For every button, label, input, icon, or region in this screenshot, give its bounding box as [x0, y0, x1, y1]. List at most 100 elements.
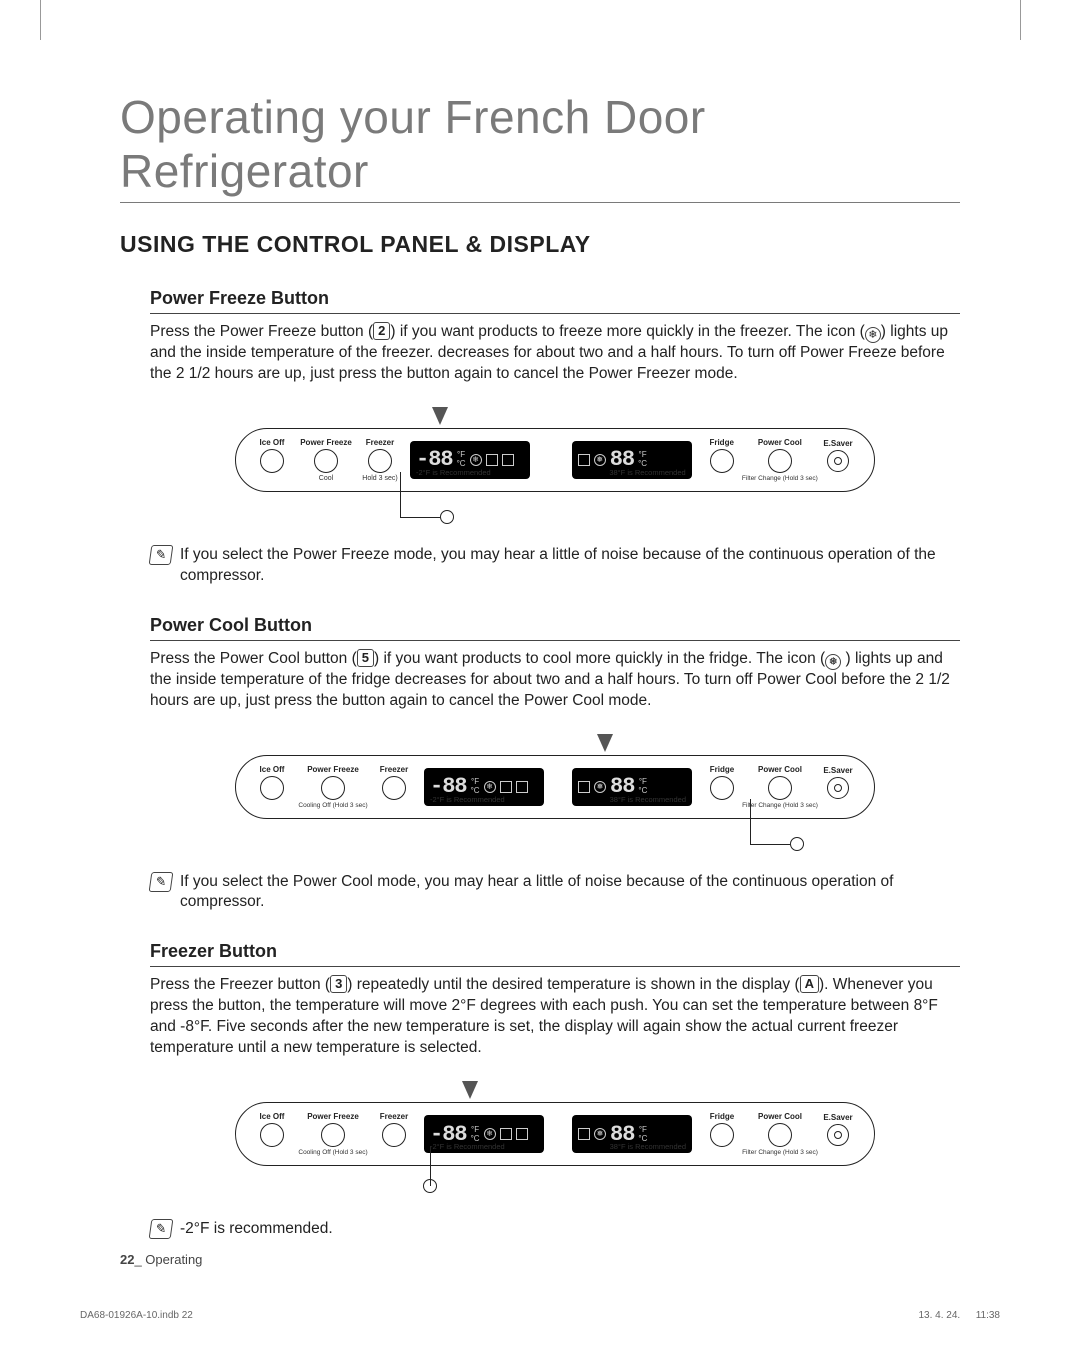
- snowflake-icon: ❄: [470, 454, 482, 466]
- fan-icon: ❅: [594, 781, 606, 793]
- unit-f: °F: [638, 778, 647, 786]
- note-text: -2°F is recommended.: [180, 1219, 333, 1240]
- round-button[interactable]: [260, 776, 284, 800]
- sub-title: Power Cool Button: [150, 615, 960, 641]
- door-icon: [516, 1128, 528, 1140]
- note: ✎ -2°F is recommended.: [150, 1219, 960, 1240]
- text-fragment: Press the Power Freeze button (: [150, 323, 373, 340]
- round-button[interactable]: [710, 449, 734, 473]
- callout-line: [750, 799, 751, 844]
- button-label: Fridge: [709, 438, 733, 447]
- power-freeze-button[interactable]: Power Freeze Cool: [302, 438, 350, 482]
- control-panel: Ice Off Power Freeze Cooling Off (Hold 3…: [235, 755, 875, 819]
- text-fragment: ) if you want products to cool more quic…: [374, 650, 825, 667]
- round-button[interactable]: [321, 1123, 345, 1147]
- power-cool-button[interactable]: Power Cool Filter Change (Hold 3 sec): [752, 1112, 808, 1156]
- ice-cube-icon: [486, 454, 498, 466]
- esaver-button[interactable]: E.Saver: [814, 766, 862, 808]
- callout-circle: [790, 837, 804, 851]
- ice-off-button[interactable]: Ice Off: [248, 1112, 296, 1156]
- body-text: Press the Power Cool button (5) if you w…: [150, 649, 960, 712]
- round-button[interactable]: [321, 776, 345, 800]
- fridge-button[interactable]: Fridge: [698, 438, 746, 482]
- round-button[interactable]: [827, 777, 849, 799]
- key-2-icon: 2: [373, 322, 390, 340]
- unit-f: °F: [638, 1126, 647, 1134]
- text-fragment: Press the Power Cool button (: [150, 650, 357, 667]
- callout-line: [400, 517, 440, 518]
- fan-icon: ❅: [825, 654, 841, 670]
- round-button[interactable]: [260, 1123, 284, 1147]
- ice-off-button[interactable]: Ice Off: [248, 765, 296, 809]
- esaver-button[interactable]: E.Saver: [814, 439, 862, 481]
- unit-f: °F: [471, 1126, 480, 1134]
- manual-page: Operating your French Door Refrigerator …: [0, 0, 1080, 1347]
- control-panel: Ice Off Power Freeze Cool Freezer Hold 3…: [235, 428, 875, 492]
- round-button[interactable]: [382, 1123, 406, 1147]
- button-label: Power Cool: [758, 1112, 802, 1121]
- freezer-button[interactable]: Freezer Hold 3 sec): [356, 438, 404, 482]
- power-freeze-section: Power Freeze Button Press the Power Free…: [150, 288, 960, 517]
- ice-cube-icon: [500, 781, 512, 793]
- round-button[interactable]: [768, 776, 792, 800]
- rec-label: 38°F is Recommended: [610, 795, 686, 804]
- round-button[interactable]: [368, 449, 392, 473]
- door-icon: [502, 454, 514, 466]
- doc-id: DA68-01926A-10.indb 22: [80, 1310, 193, 1321]
- rec-label: 38°F is Recommended: [609, 468, 685, 477]
- power-cool-button[interactable]: Power Cool Filter Change (Hold 3 sec): [752, 765, 808, 809]
- callout-line: [750, 844, 790, 845]
- button-label: Ice Off: [260, 1112, 285, 1121]
- arrow-down-icon: [597, 734, 613, 752]
- button-label: Freezer: [366, 438, 394, 447]
- filter-change-label: Filter Change (Hold 3 sec): [742, 802, 818, 809]
- freezer-button[interactable]: Freezer: [370, 765, 418, 809]
- button-label: E.Saver: [823, 439, 852, 448]
- snowflake-icon: ❄: [484, 1128, 496, 1140]
- round-button[interactable]: [768, 449, 792, 473]
- button-label: Power Freeze: [307, 765, 359, 774]
- control-panel-figure: Ice Off Power Freeze Cooling Off (Hold 3…: [150, 1071, 960, 1191]
- ice-cube-icon: [500, 1128, 512, 1140]
- round-button[interactable]: [710, 776, 734, 800]
- note-text: If you select the Power Freeze mode, you…: [180, 545, 960, 587]
- button-label: Power Freeze: [300, 438, 352, 447]
- timestamp: 13. 4. 24. 11:38: [918, 1310, 1000, 1321]
- text-fragment: ) repeatedly until the desired temperatu…: [347, 976, 799, 993]
- rec-label: -2°F is Recommended: [430, 795, 505, 804]
- round-button[interactable]: [382, 776, 406, 800]
- power-freeze-button[interactable]: Power Freeze Cooling Off (Hold 3 sec): [302, 1112, 364, 1156]
- round-button[interactable]: [827, 1124, 849, 1146]
- crop-mark: [1020, 0, 1040, 40]
- button-label: E.Saver: [823, 766, 852, 775]
- snowflake-icon: ❄: [484, 781, 496, 793]
- callout-line: [400, 472, 401, 517]
- round-button[interactable]: [314, 449, 338, 473]
- snowflake-icon: ❄: [865, 327, 881, 343]
- round-button[interactable]: [260, 449, 284, 473]
- power-cool-button[interactable]: Power Cool Filter Change (Hold 3 sec): [752, 438, 808, 482]
- ice-off-button[interactable]: Ice Off: [248, 438, 296, 482]
- button-label: Freezer: [380, 765, 408, 774]
- arrow-down-icon: [432, 407, 448, 425]
- note: ✎ If you select the Power Cool mode, you…: [150, 872, 960, 914]
- power-cool-section: Power Cool Button Press the Power Cool b…: [150, 615, 960, 844]
- fridge-button[interactable]: Fridge: [698, 1112, 746, 1156]
- control-panel-figure: Ice Off Power Freeze Cool Freezer Hold 3…: [150, 397, 960, 517]
- round-button[interactable]: [827, 450, 849, 472]
- button-label: Fridge: [710, 765, 734, 774]
- fridge-button[interactable]: Fridge: [698, 765, 746, 809]
- round-button[interactable]: [710, 1123, 734, 1147]
- button-label: Ice Off: [260, 765, 285, 774]
- filter-icon: [578, 1128, 590, 1140]
- freezer-button[interactable]: Freezer: [370, 1112, 418, 1156]
- esaver-button[interactable]: E.Saver: [814, 1113, 862, 1155]
- unit-f: °F: [638, 451, 647, 459]
- control-panel-figure: Ice Off Power Freeze Cooling Off (Hold 3…: [150, 724, 960, 844]
- round-button[interactable]: [768, 1123, 792, 1147]
- crop-mark: [40, 0, 60, 40]
- sub-title: Freezer Button: [150, 941, 960, 967]
- door-icon: [516, 781, 528, 793]
- power-freeze-button[interactable]: Power Freeze Cooling Off (Hold 3 sec): [302, 765, 364, 809]
- filter-icon: [578, 781, 590, 793]
